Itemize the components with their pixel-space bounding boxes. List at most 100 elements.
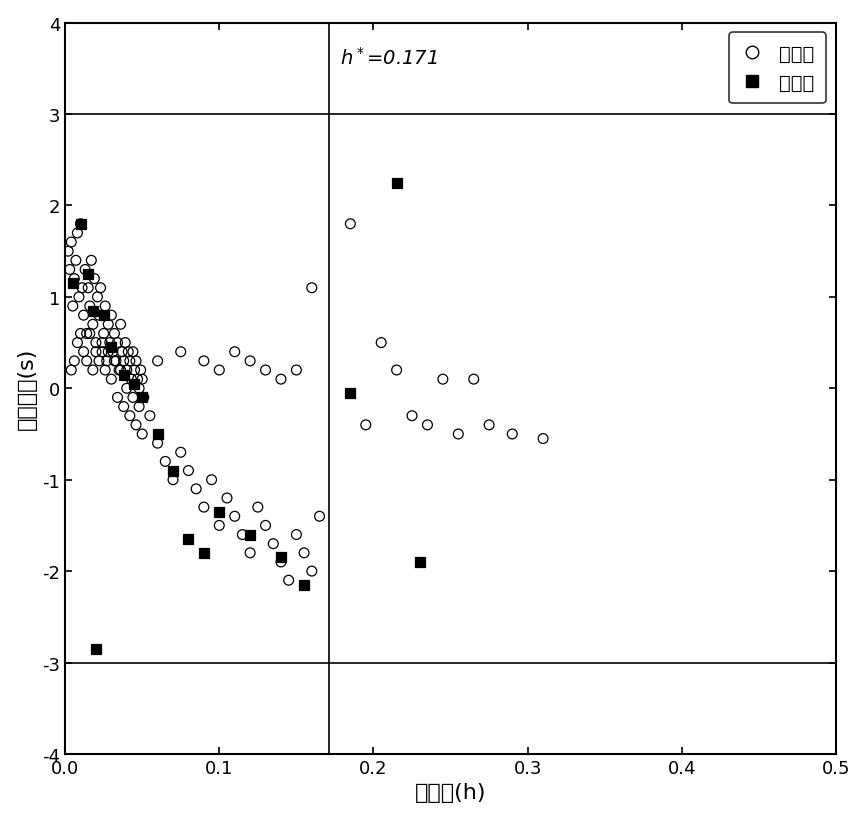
Point (108, 328, 121, 341)
Point (132, 400, 146, 414)
Point (129, 355, 143, 368)
Point (197, 501, 211, 514)
Point (98, 364, 112, 377)
Point (109, 355, 123, 368)
Point (228, 346, 242, 359)
Point (86, 319, 100, 332)
Point (135, 373, 149, 387)
Point (95, 337, 109, 350)
Point (126, 346, 140, 359)
Point (258, 519, 272, 532)
Point (134, 364, 147, 377)
Point (111, 337, 125, 350)
Point (86, 305, 100, 318)
Point (297, 578, 311, 591)
Point (78, 264, 92, 277)
Point (68, 355, 81, 368)
Y-axis label: 标准残差(s): 标准残差(s) (16, 348, 36, 430)
Point (126, 391, 140, 405)
Point (101, 319, 115, 332)
X-axis label: 杠杆値(h): 杠杆値(h) (414, 782, 486, 803)
Point (151, 428, 165, 441)
Point (243, 355, 257, 368)
Point (125, 373, 139, 387)
Point (104, 373, 118, 387)
Point (274, 373, 288, 387)
Point (114, 364, 127, 377)
Point (127, 364, 141, 377)
Point (251, 501, 264, 514)
Point (108, 355, 121, 368)
Point (81, 282, 95, 295)
Point (120, 364, 134, 377)
Point (151, 355, 165, 368)
Point (76, 346, 90, 359)
Point (80, 355, 94, 368)
Point (305, 282, 319, 295)
Point (74, 218, 88, 231)
Point (70, 227, 84, 240)
Point (88, 273, 101, 286)
Point (197, 546, 211, 559)
Point (274, 556, 288, 569)
Point (413, 556, 427, 569)
Point (117, 355, 131, 368)
Point (236, 528, 250, 541)
Point (120, 382, 134, 396)
Point (135, 391, 149, 405)
Point (118, 337, 132, 350)
Point (212, 364, 226, 377)
Point (159, 455, 173, 468)
Point (137, 391, 151, 405)
Point (297, 546, 311, 559)
Point (68, 273, 81, 286)
Point (197, 355, 211, 368)
Point (127, 378, 141, 391)
Point (359, 419, 373, 432)
Point (69, 255, 83, 268)
Point (114, 319, 127, 332)
Point (505, 428, 519, 441)
Point (104, 310, 118, 323)
Point (66, 300, 80, 313)
Point (115, 346, 129, 359)
Point (131, 373, 145, 387)
Point (452, 428, 466, 441)
Point (89, 642, 103, 655)
Point (70, 337, 84, 350)
Point (121, 346, 135, 359)
Point (220, 492, 234, 505)
Point (466, 373, 480, 387)
Point (243, 528, 257, 541)
Point (92, 310, 106, 323)
Point (129, 419, 143, 432)
Point (343, 387, 357, 400)
Point (181, 464, 195, 477)
Point (117, 400, 131, 414)
Point (74, 328, 88, 341)
Point (76, 310, 90, 323)
Point (123, 355, 137, 368)
Point (100, 355, 114, 368)
Point (90, 291, 104, 304)
Point (103, 337, 117, 350)
Point (436, 373, 450, 387)
Point (305, 565, 319, 578)
Point (243, 546, 257, 559)
Point (94, 282, 108, 295)
Point (75, 282, 89, 295)
Point (132, 382, 146, 396)
Point (228, 510, 242, 523)
Point (66, 278, 80, 291)
Point (97, 328, 111, 341)
Point (62, 246, 75, 259)
Point (274, 551, 288, 564)
Point (343, 218, 357, 231)
Point (143, 410, 157, 423)
Point (290, 364, 303, 377)
Point (89, 346, 103, 359)
Point (313, 510, 327, 523)
Point (173, 446, 187, 459)
Point (420, 419, 434, 432)
Point (83, 300, 97, 313)
